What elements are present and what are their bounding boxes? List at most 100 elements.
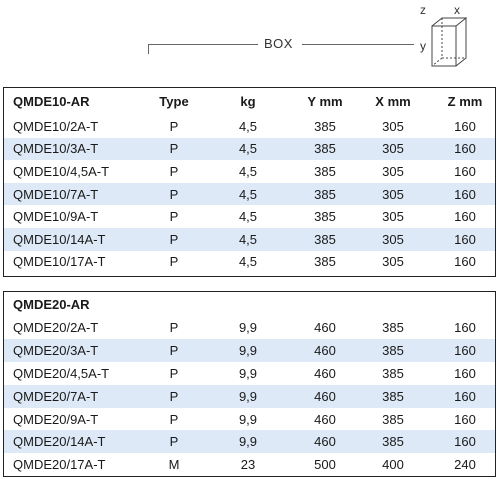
qmde20-table: QMDE20-AR QMDE20/2A-T P 9,9 460 385 160 QMDE20… [3, 291, 496, 477]
y-mm-cell: 500 [314, 457, 336, 473]
type-cell: P [169, 209, 179, 225]
box-label: BOX [264, 36, 293, 51]
weight-cell: 4,5 [238, 141, 258, 157]
table-body: QMDE20/2A-T P 9,9 460 385 160 QMDE20/3A-T P 9,9 4… [4, 316, 495, 476]
x-mm-cell: 305 [382, 254, 404, 270]
col-header-kg: kg [240, 94, 256, 109]
model-cell: QMDE20/4,5A-T [13, 365, 110, 381]
weight-cell: 9,9 [238, 365, 258, 381]
x-mm-cell: 400 [382, 457, 404, 473]
weight-cell: 4,5 [238, 163, 258, 179]
y-mm-cell: 460 [314, 434, 336, 450]
col-header-type: Type [159, 94, 189, 109]
table-row: QMDE10/3A-T P 4,5 385 305 160 [4, 137, 495, 161]
type-cell: P [169, 319, 179, 335]
table-row: QMDE10/4,5A-T P 4,5 385 305 160 [4, 160, 495, 183]
table-row: QMDE20/2A-T P 9,9 460 385 160 [4, 316, 495, 339]
type-cell: P [169, 118, 179, 134]
model-cell: QMDE10/9A-T [13, 209, 99, 225]
x-mm-cell: 305 [382, 209, 404, 225]
y-mm-cell: 460 [314, 319, 336, 335]
weight-cell: 9,9 [238, 411, 258, 427]
y-mm-cell: 385 [314, 209, 336, 225]
x-mm-cell: 385 [382, 365, 404, 381]
z-mm-cell: 160 [454, 388, 476, 404]
axis-z-label: z [420, 3, 426, 17]
type-cell: P [169, 186, 179, 202]
x-mm-cell: 385 [382, 411, 404, 427]
table-row: QMDE20/17A-T M 23 500 400 240 [4, 453, 495, 476]
weight-cell: 23 [240, 457, 256, 473]
z-mm-cell: 160 [454, 163, 476, 179]
x-mm-cell: 385 [382, 388, 404, 404]
z-mm-cell: 160 [454, 434, 476, 450]
model-cell: QMDE10/2A-T [13, 118, 99, 134]
z-mm-cell: 160 [454, 411, 476, 427]
y-mm-cell: 460 [314, 411, 336, 427]
z-mm-cell: 240 [454, 457, 476, 473]
table-row: QMDE10/17A-T P 4,5 385 305 160 [4, 251, 495, 274]
table-row: QMDE10/7A-T P 4,5 385 305 160 [4, 182, 495, 206]
z-mm-cell: 160 [454, 141, 476, 157]
model-cell: QMDE20/17A-T [13, 457, 106, 473]
weight-cell: 4,5 [238, 254, 258, 270]
type-cell: P [169, 254, 179, 270]
weight-cell: 9,9 [238, 319, 258, 335]
type-cell: P [169, 411, 179, 427]
y-mm-cell: 385 [314, 186, 336, 202]
z-mm-cell: 160 [454, 209, 476, 225]
weight-cell: 9,9 [238, 434, 258, 450]
weight-cell: 4,5 [238, 186, 258, 202]
table-row: QMDE10/9A-T P 4,5 385 305 160 [4, 205, 495, 228]
col-header-x: X mm [375, 94, 411, 109]
col-header-z: Z mm [447, 94, 483, 109]
y-mm-cell: 460 [314, 365, 336, 381]
model-cell: QMDE10/7A-T [13, 186, 99, 202]
y-mm-cell: 460 [314, 388, 336, 404]
table-row: QMDE10/14A-T P 4,5 385 305 160 [4, 227, 495, 251]
type-cell: P [169, 163, 179, 179]
axis-y-label: y [420, 39, 426, 53]
z-mm-cell: 160 [454, 186, 476, 202]
y-mm-cell: 385 [314, 254, 336, 270]
y-mm-cell: 385 [314, 231, 336, 247]
model-cell: QMDE20/14A-T [13, 434, 106, 450]
type-cell: P [169, 231, 179, 247]
model-cell: QMDE10/17A-T [13, 254, 106, 270]
z-mm-cell: 160 [454, 118, 476, 134]
axis-x-label: x [454, 3, 460, 17]
y-mm-cell: 385 [314, 141, 336, 157]
y-mm-cell: 460 [314, 342, 336, 358]
type-cell: P [169, 434, 179, 450]
type-cell: M [168, 457, 180, 473]
box-3d-icon: z x y [420, 3, 468, 67]
table-row: QMDE20/14A-T P 9,9 460 385 160 [4, 430, 495, 454]
type-cell: P [169, 388, 179, 404]
table-row: QMDE20/4,5A-T P 9,9 460 385 160 [4, 362, 495, 385]
x-mm-cell: 305 [382, 163, 404, 179]
type-cell: P [169, 342, 179, 358]
model-cell: QMDE10/4,5A-T [13, 163, 110, 179]
table-row: QMDE20/7A-T P 9,9 460 385 160 [4, 384, 495, 408]
model-cell: QMDE20/3A-T [13, 342, 99, 358]
x-mm-cell: 305 [382, 141, 404, 157]
x-mm-cell: 385 [382, 342, 404, 358]
weight-cell: 9,9 [238, 388, 258, 404]
x-mm-cell: 305 [382, 186, 404, 202]
model-cell: QMDE10/3A-T [13, 141, 99, 157]
table-header-row: QMDE10-AR Type kg Y mm X mm Z mm [4, 88, 495, 115]
weight-cell: 4,5 [238, 209, 258, 225]
box-dimension-line-right [302, 44, 414, 45]
model-cell: QMDE20/2A-T [13, 319, 99, 335]
z-mm-cell: 160 [454, 365, 476, 381]
box-dimension-line-left [148, 44, 258, 45]
x-mm-cell: 385 [382, 319, 404, 335]
table-row: QMDE20/9A-T P 9,9 460 385 160 [4, 408, 495, 431]
table-row: QMDE10/2A-T P 4,5 385 305 160 [4, 115, 495, 138]
weight-cell: 4,5 [238, 231, 258, 247]
table-header-row: QMDE20-AR [4, 292, 495, 316]
table-row: QMDE20/3A-T P 9,9 460 385 160 [4, 338, 495, 362]
type-cell: P [169, 365, 179, 381]
x-mm-cell: 385 [382, 434, 404, 450]
x-mm-cell: 305 [382, 231, 404, 247]
